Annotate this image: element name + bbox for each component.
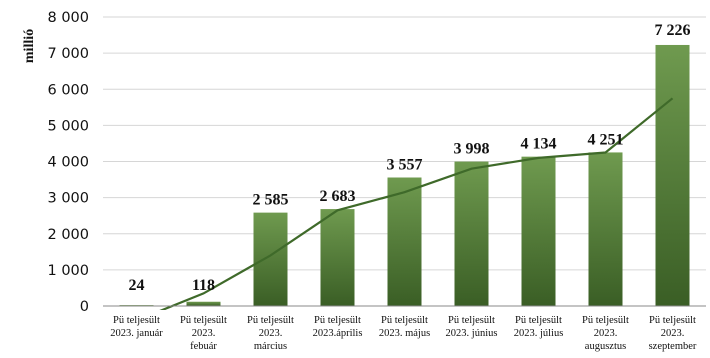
trendline-layer [159,97,674,310]
x-tick-label: Pü teljesült 2023. febuár [180,315,227,352]
bar [387,177,422,306]
x-tick-label: Pü teljesült 2023.április [313,315,363,339]
trendline [159,97,674,310]
data-label: 7 226 [655,22,691,39]
bar [454,161,489,306]
bars [119,44,690,306]
data-label: 4 134 [521,136,557,153]
bar [588,152,623,306]
x-tick-label: Pü teljesült 2023. szeptember [649,315,697,352]
y-tick-label: 2 000 [47,227,89,243]
bar [253,212,288,306]
x-tick-label: Pü teljesült 2023. július [514,315,564,339]
category-labels: Pü teljesült 2023. január Pü teljesült 2023… [110,315,697,352]
data-label: 2 585 [253,192,289,209]
data-label: 118 [192,277,215,294]
data-label: 2 683 [320,188,356,205]
y-tick-label: 3 000 [47,191,89,207]
data-label: 3 998 [454,141,490,158]
data-label: 4 251 [588,131,624,148]
y-axis-title: millió [22,29,37,63]
y-tick-label: 5 000 [47,118,89,134]
bar [521,156,556,306]
data-label: 24 [129,277,145,294]
x-tick-label: Pü teljesült 2023. március [247,315,294,352]
y-tick-label: 8 000 [47,10,89,26]
data-label: 3 557 [387,157,423,174]
x-tick-label: Pü teljesült 2023. május [379,315,430,339]
y-axis-ticks: 0 1 000 2 000 3 000 4 000 5 000 6 000 7 000 8 00… [47,10,89,315]
y-tick-label: 7 000 [47,46,89,62]
x-tick-label: Pü teljesült 2023. augusztus [582,315,629,352]
bar [186,301,221,306]
y-tick-label: 1 000 [47,263,89,279]
x-tick-label: Pü teljesült 2023. június [446,315,498,339]
bar [320,209,355,306]
y-tick-label: 4 000 [47,155,89,171]
x-tick-label: Pü teljesült 2023. január [110,315,163,339]
y-tick-label: 0 [80,299,89,315]
data-labels: 24 118 2 585 2 683 3 557 3 998 4 134 4 251 7 226 [129,22,691,294]
bar [655,44,690,306]
y-tick-label: 6 000 [47,82,89,98]
